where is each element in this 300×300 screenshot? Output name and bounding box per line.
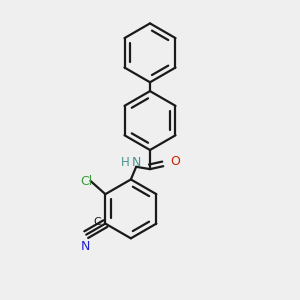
Text: C: C bbox=[93, 217, 100, 227]
Text: H: H bbox=[121, 156, 129, 169]
Text: N: N bbox=[132, 156, 141, 169]
Text: N: N bbox=[80, 240, 90, 253]
Text: O: O bbox=[170, 155, 180, 168]
Text: Cl: Cl bbox=[80, 175, 92, 188]
